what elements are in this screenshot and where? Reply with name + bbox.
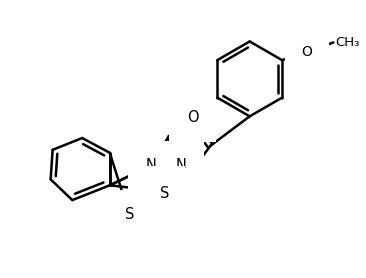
Text: CH₃: CH₃ [335,36,360,49]
Text: N: N [146,158,157,173]
Text: O: O [301,45,312,59]
Text: S: S [160,186,169,201]
Text: S: S [125,207,134,222]
Text: N: N [175,158,186,173]
Text: O: O [187,110,198,125]
Text: O: O [187,110,198,125]
Text: N: N [157,184,167,199]
Text: S: S [160,186,169,201]
Text: O: O [301,45,312,59]
